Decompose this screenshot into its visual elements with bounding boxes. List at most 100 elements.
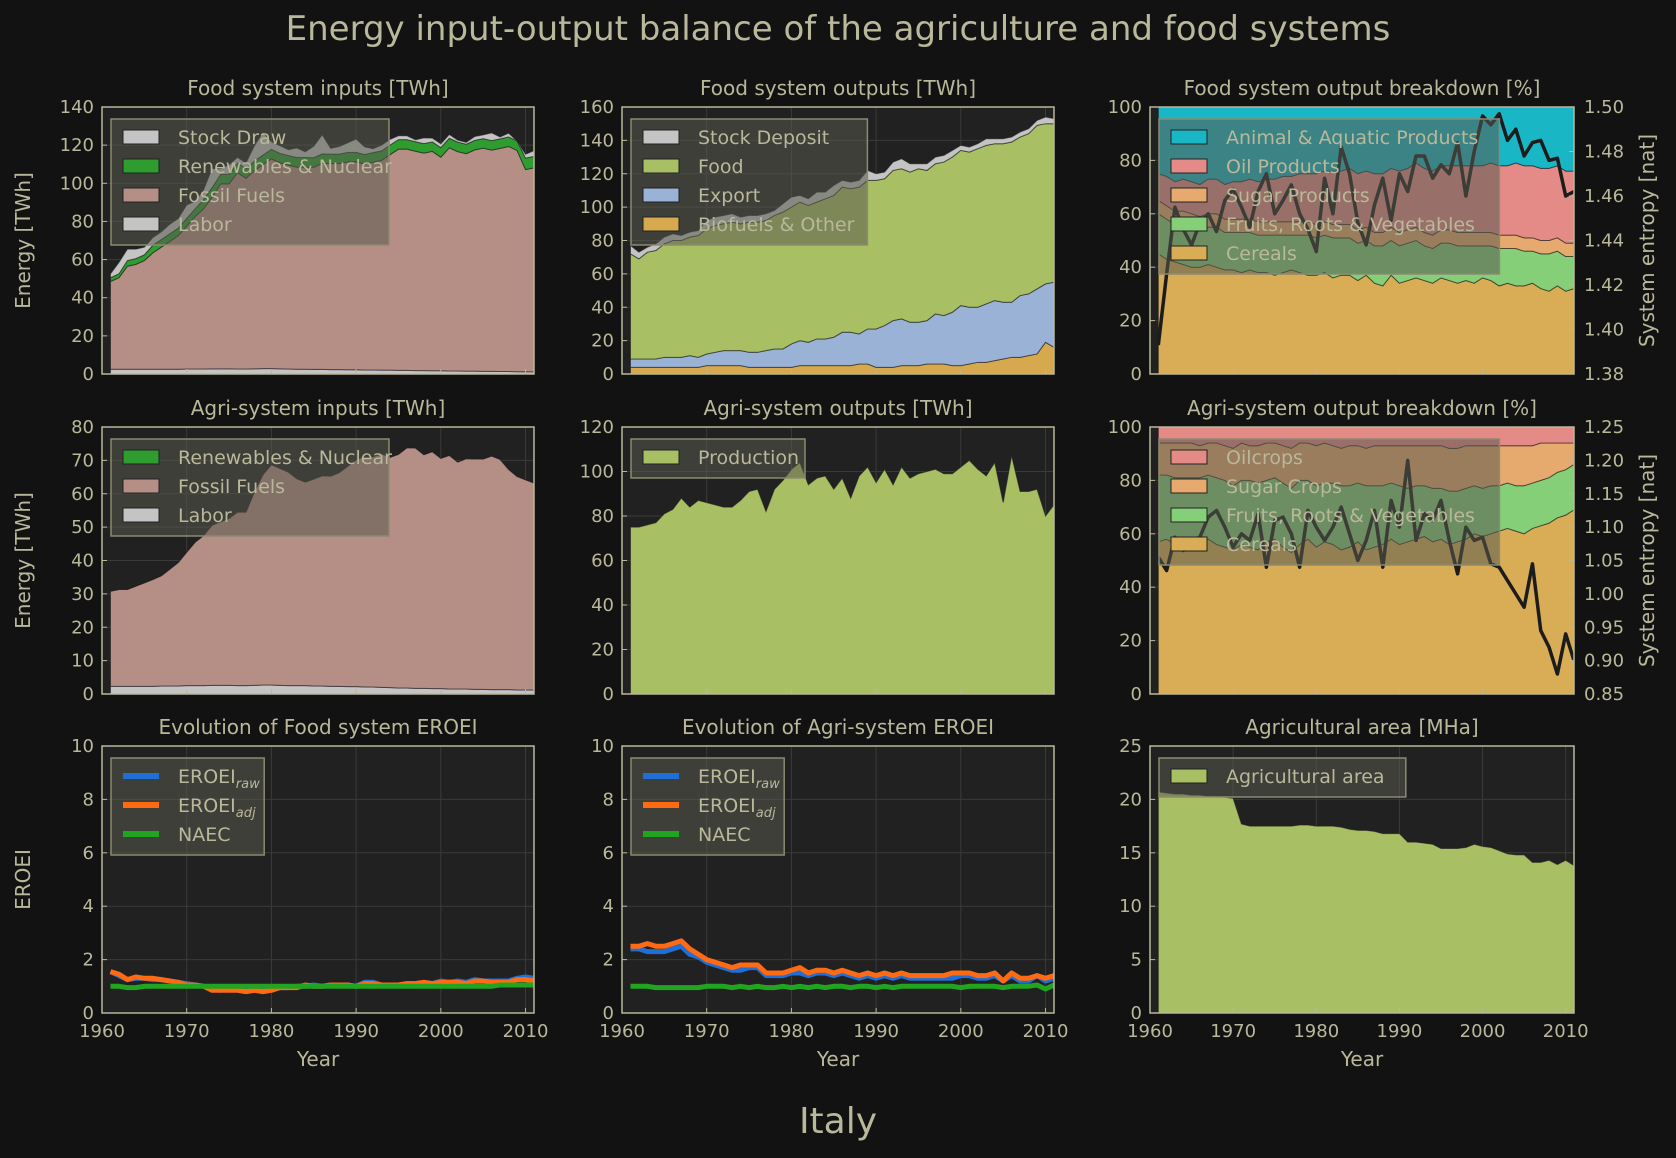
y-right-tick-label: 0.85 (1584, 684, 1624, 705)
legend-label: Cereals (1226, 243, 1297, 265)
x-tick-label: 1980 (1293, 1021, 1339, 1042)
y-tick-label: 60 (591, 551, 614, 572)
chart-agri_eroei: 1960 1970 1980 1990 2000 2010 0 2 4 6 8 10 Evolution… (591, 715, 1068, 1071)
x-tick-label: 2000 (1460, 1021, 1506, 1042)
legend-swatch (1170, 158, 1208, 174)
y-right-tick-label: 1.50 (1584, 97, 1624, 118)
x-tick-label: 1960 (79, 1021, 125, 1042)
y-tick-label: 0 (83, 364, 94, 385)
y-tick-label: 0 (83, 1003, 94, 1024)
x-tick-label: 1970 (164, 1021, 210, 1042)
y-tick-label: 2 (603, 950, 614, 971)
y-tick-label: 60 (591, 264, 614, 285)
legend: Production (630, 438, 806, 479)
legend-label: Food (698, 156, 744, 178)
chart-title: Agri-system inputs [TWh] (191, 396, 446, 420)
y-right-tick-label: 1.25 (1584, 417, 1624, 438)
y-tick-label: 20 (591, 331, 614, 352)
legend-swatch (122, 478, 160, 494)
y-tick-label: 20 (71, 326, 94, 347)
legend-label: NAEC (178, 824, 230, 846)
y-axis-label: Energy [TWh] (11, 172, 35, 309)
chart-title: Agricultural area [MHa] (1245, 715, 1478, 739)
legend: Oilcrops Sugar Crops Fruits, Roots & Veget… (1158, 438, 1501, 566)
legend-swatch (122, 129, 160, 145)
y-axis-label: Energy [TWh] (11, 492, 35, 629)
y-tick-label: 20 (1119, 631, 1142, 652)
chart-food_eroei: 1960 1970 1980 1990 2000 2010 0 2 4 6 8 10 Evolution… (11, 715, 548, 1071)
legend-swatch (642, 187, 680, 203)
legend-label: NAEC (698, 824, 750, 846)
legend-swatch (1170, 129, 1208, 145)
y-tick-label: 6 (83, 843, 94, 864)
y-right-tick-label: 0.90 (1584, 651, 1624, 672)
y-tick-label: 140 (580, 130, 614, 151)
y-tick-label: 15 (1119, 843, 1142, 864)
y-right-tick-label: 1.44 (1584, 231, 1624, 252)
y-tick-label: 10 (1119, 896, 1142, 917)
legend-label: Renewables & Nuclear (178, 156, 392, 178)
chart-agri_area: 1960 1970 1980 1990 2000 2010 0 5 10 15 20 25 Agricu… (1119, 715, 1588, 1071)
y-tick-label: 20 (1119, 789, 1142, 810)
legend-label: Sugar Products (1226, 185, 1370, 207)
x-axis-label: Year (816, 1047, 860, 1071)
plot-layer (102, 746, 534, 1013)
y-tick-label: 0 (603, 684, 614, 705)
y-tick-label: 60 (71, 484, 94, 505)
y-right-tick-label: 0.95 (1584, 617, 1624, 638)
legend-label: Stock Deposit (698, 127, 829, 149)
legend-label: Fruits, Roots & Vegetables (1226, 505, 1475, 527)
y-tick-label: 80 (1119, 150, 1142, 171)
legend-swatch (1170, 768, 1208, 784)
x-tick-label: 1960 (599, 1021, 645, 1042)
y-tick-label: 100 (60, 173, 94, 194)
legend: Stock Draw Renewables & Nuclear Fossil Fue… (110, 118, 392, 246)
y-tick-label: 80 (71, 417, 94, 438)
y-right-tick-label: 1.20 (1584, 450, 1624, 471)
x-tick-label: 1960 (1127, 1021, 1173, 1042)
line-series-naec (110, 982, 534, 991)
legend-label-subscript: adj (756, 806, 776, 821)
figure-country-label: Italy (799, 1101, 877, 1142)
chart-title: Evolution of Food system EROEI (158, 715, 477, 739)
x-tick-label: 1970 (684, 1021, 730, 1042)
x-axis-label: Year (1340, 1047, 1384, 1071)
chart-food_inputs: 0 20 40 60 80 100 120 140 Food system inputs [TW… (11, 76, 535, 385)
legend-swatch (1170, 216, 1208, 232)
legend-label: Export (698, 185, 760, 207)
legend-swatch (1170, 478, 1208, 494)
chart-title: Food system output breakdown [%] (1184, 76, 1541, 100)
y-tick-label: 4 (603, 896, 614, 917)
legend-label-subscript: raw (236, 777, 260, 792)
axes-frame (101, 745, 535, 1014)
y-tick-label: 60 (71, 250, 94, 271)
legend-swatch (642, 449, 680, 465)
legend-swatch (122, 449, 160, 465)
legend-swatch (642, 158, 680, 174)
y-tick-label: 8 (603, 789, 614, 810)
y-tick-label: 140 (60, 97, 94, 118)
y-right-tick-label: 1.48 (1584, 142, 1624, 163)
y-right-tick-label: 1.00 (1584, 584, 1624, 605)
legend-box (1158, 438, 1501, 566)
legend-swatch (1170, 449, 1208, 465)
chart-title: Agri-system outputs [TWh] (703, 396, 972, 420)
y-tick-label: 100 (1108, 97, 1142, 118)
legend-label: Fruits, Roots & Vegetables (1226, 214, 1475, 236)
line-series-naec (630, 982, 1054, 992)
x-tick-label: 2010 (1023, 1021, 1069, 1042)
axes-frame (1149, 745, 1575, 1014)
legend-swatch (1170, 507, 1208, 523)
y-tick-label: 100 (580, 462, 614, 483)
plot-layer (1150, 746, 1574, 1013)
plot-layer (622, 746, 1054, 1013)
x-tick-label: 1970 (1210, 1021, 1256, 1042)
legend-label: Cereals (1226, 534, 1297, 556)
y-right-tick-label: 1.38 (1584, 364, 1624, 385)
y-right-tick-label: 1.10 (1584, 517, 1624, 538)
area-series-agricultural-area (1157, 791, 1574, 1013)
chart-title: Agri-system output breakdown [%] (1187, 396, 1537, 420)
legend-swatch (122, 216, 160, 232)
y-right-tick-label: 1.40 (1584, 320, 1624, 341)
